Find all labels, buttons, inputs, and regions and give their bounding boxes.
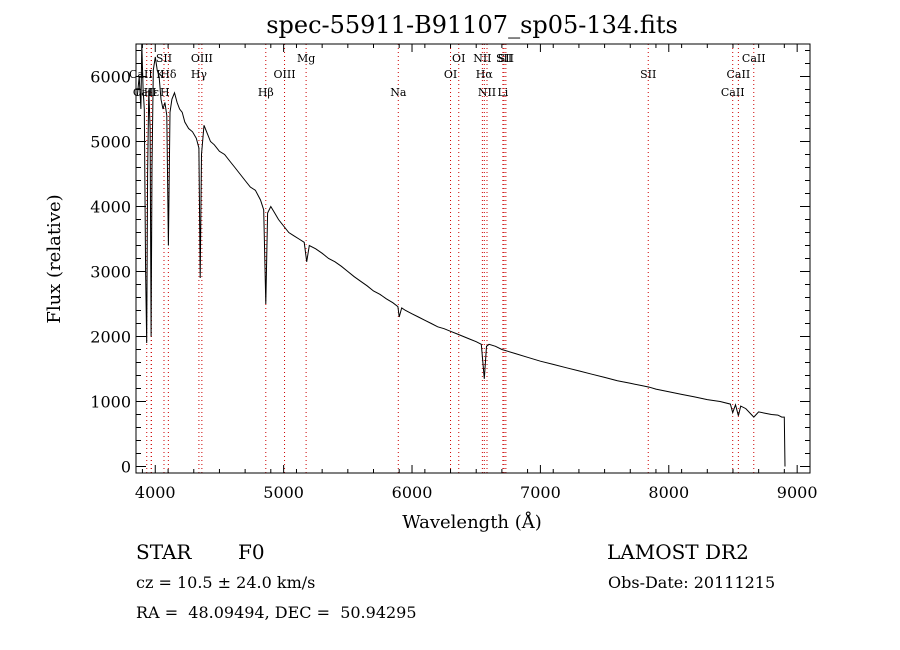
x-axis-label: Wavelength (Å)	[402, 511, 542, 533]
line-label-13: NII	[473, 52, 491, 65]
coords-text: RA = 48.09494, DEC = 50.94295	[136, 603, 417, 622]
spectral-line-markers	[146, 44, 755, 473]
line-label-7: Hβ	[258, 86, 274, 99]
subclass: F0	[238, 540, 265, 564]
x-axis: 4000 5000 6000 7000 8000 9000	[135, 44, 818, 502]
y-axis-label: Flux (relative)	[44, 194, 65, 323]
redshift-text: cz = 10.5 ± 24.0 km/s	[136, 573, 316, 592]
line-label-1: CaII H	[133, 86, 170, 99]
survey-name: LAMOST DR2	[607, 540, 749, 564]
line-label-2: Hε	[144, 86, 160, 99]
line-label-14: Hα	[476, 68, 494, 81]
line-label-22: CaII	[742, 52, 766, 65]
line-label-10: Na	[390, 86, 407, 99]
line-label-16: SII	[496, 52, 512, 65]
line-label-12: OI	[452, 52, 465, 65]
y-tick-label-1000: 1000	[90, 393, 131, 412]
spectrum-series-line	[136, 43, 786, 467]
y-tick-label-3000: 3000	[90, 263, 131, 282]
x-tick-label-6000: 6000	[392, 483, 433, 502]
line-label-9: Mg	[297, 52, 315, 65]
line-label-3: SII	[156, 52, 172, 65]
y-tick-label-5000: 5000	[90, 133, 131, 152]
x-tick-label-4000: 4000	[135, 483, 176, 502]
line-label-21: CaII	[727, 68, 751, 81]
line-label-8: OIII	[274, 68, 296, 81]
line-label-5: OIII	[191, 52, 213, 65]
line-label-4: Hδ	[160, 68, 177, 81]
x-tick-label-5000: 5000	[263, 483, 304, 502]
line-label-17: Li	[497, 86, 508, 99]
y-tick-label-2000: 2000	[90, 328, 131, 347]
x-tick-label-9000: 9000	[777, 483, 818, 502]
y-tick-label-4000: 4000	[90, 198, 131, 217]
y-tick-label-0: 0	[121, 458, 131, 477]
obs-date-text: Obs-Date: 20111215	[608, 573, 776, 592]
line-label-18: SII	[498, 52, 514, 65]
line-label-0: CaII K	[129, 68, 165, 81]
plot-frame	[135, 43, 811, 474]
line-label-11: OI	[444, 68, 457, 81]
line-label-19: SII	[640, 68, 656, 81]
object-class: STAR	[136, 540, 192, 564]
line-label-6: Hγ	[191, 68, 208, 81]
y-tick-label-6000: 6000	[90, 68, 131, 87]
line-label-20: CaII	[721, 86, 745, 99]
line-label-15: NII	[478, 86, 496, 99]
x-tick-label-8000: 8000	[648, 483, 689, 502]
x-tick-label-7000: 7000	[520, 483, 561, 502]
y-axis: 0 1000 2000 3000 4000 5000 6000	[90, 50, 810, 477]
chart-title: spec-55911-B91107_sp05-134.fits	[266, 11, 678, 39]
